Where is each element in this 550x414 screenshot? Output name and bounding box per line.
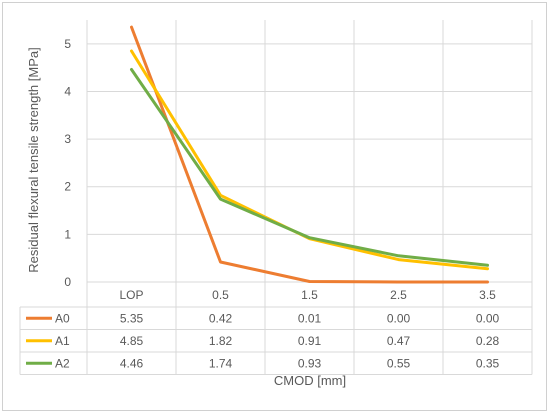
y-axis-ticks: 0 1 2 3 4 5 — [64, 37, 71, 289]
y-tick-label: 4 — [64, 84, 71, 98]
data-label: 0.91 — [298, 334, 322, 348]
data-label: 0.35 — [476, 356, 500, 370]
series-line-a2 — [130, 68, 489, 267]
y-tick-label: 3 — [64, 132, 71, 146]
y-tick-label: 5 — [64, 37, 71, 51]
x-tick-label: 2.5 — [390, 288, 407, 302]
series-line-a0 — [130, 25, 489, 284]
data-label: 0.01 — [298, 311, 322, 325]
x-tick-label: 3.5 — [479, 288, 496, 302]
legend-label: A1 — [55, 334, 70, 348]
x-tick-label: LOP — [119, 288, 143, 302]
x-tick-label: 1.5 — [301, 288, 318, 302]
y-tick-label: 1 — [64, 227, 71, 241]
data-label: 0.55 — [387, 356, 411, 370]
data-label: 4.85 — [120, 334, 144, 348]
data-label: 0.42 — [209, 311, 233, 325]
x-tick-label: 0.5 — [212, 288, 229, 302]
data-label: 4.46 — [120, 356, 144, 370]
data-label: 0.47 — [387, 334, 411, 348]
chart-frame — [2, 2, 547, 411]
data-label: 1.74 — [209, 356, 233, 370]
data-label: 0.00 — [387, 311, 411, 325]
series-lines — [130, 25, 489, 284]
data-label: 0.93 — [298, 356, 322, 370]
x-axis-title: CMOD [mm] — [274, 373, 346, 388]
y-tick-label: 2 — [64, 180, 71, 194]
data-table: LOP 0.5 1.5 2.5 3.5 A0 5.35 0.42 0.01 0.00 0.00 A1 4… — [19, 288, 532, 375]
data-label: 1.82 — [209, 334, 233, 348]
legend-label: A2 — [55, 356, 70, 370]
legend-label: A0 — [55, 311, 70, 325]
data-label: 0.28 — [476, 334, 500, 348]
data-label: 5.35 — [120, 311, 144, 325]
data-label: 0.00 — [476, 311, 500, 325]
y-axis-title: Residual flexural tensile strength [MPa] — [26, 47, 41, 272]
series-line-a1 — [130, 49, 489, 271]
y-tick-label: 0 — [64, 275, 71, 289]
